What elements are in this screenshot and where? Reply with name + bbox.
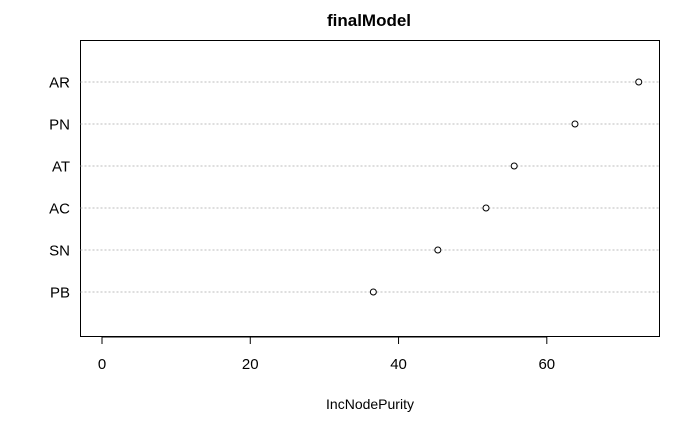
x-axis: 0 20 40 60	[98, 336, 555, 373]
y-label-ac: AC	[49, 201, 70, 218]
point-pb	[369, 288, 377, 296]
point-at	[510, 162, 518, 170]
point-sn	[434, 246, 442, 254]
x-tick-label-20: 20	[242, 356, 259, 373]
point-ar	[635, 78, 643, 86]
y-label-at: AT	[52, 159, 70, 176]
chart-title: finalModel	[327, 11, 411, 30]
x-tick-label-0: 0	[98, 356, 106, 373]
x-tick-label-60: 60	[538, 356, 555, 373]
point-pn	[571, 120, 579, 128]
y-axis-labels: AR PN AT AC SN PB	[49, 75, 70, 302]
data-points	[369, 78, 643, 296]
x-axis-title: IncNodePurity	[326, 396, 414, 412]
y-label-pn: PN	[49, 117, 70, 134]
y-label-sn: SN	[49, 243, 70, 260]
y-label-ar: AR	[49, 75, 70, 92]
point-ac	[482, 204, 490, 212]
y-label-pb: PB	[50, 285, 70, 302]
gridlines	[80, 81, 660, 293]
x-tick-label-40: 40	[390, 356, 407, 373]
